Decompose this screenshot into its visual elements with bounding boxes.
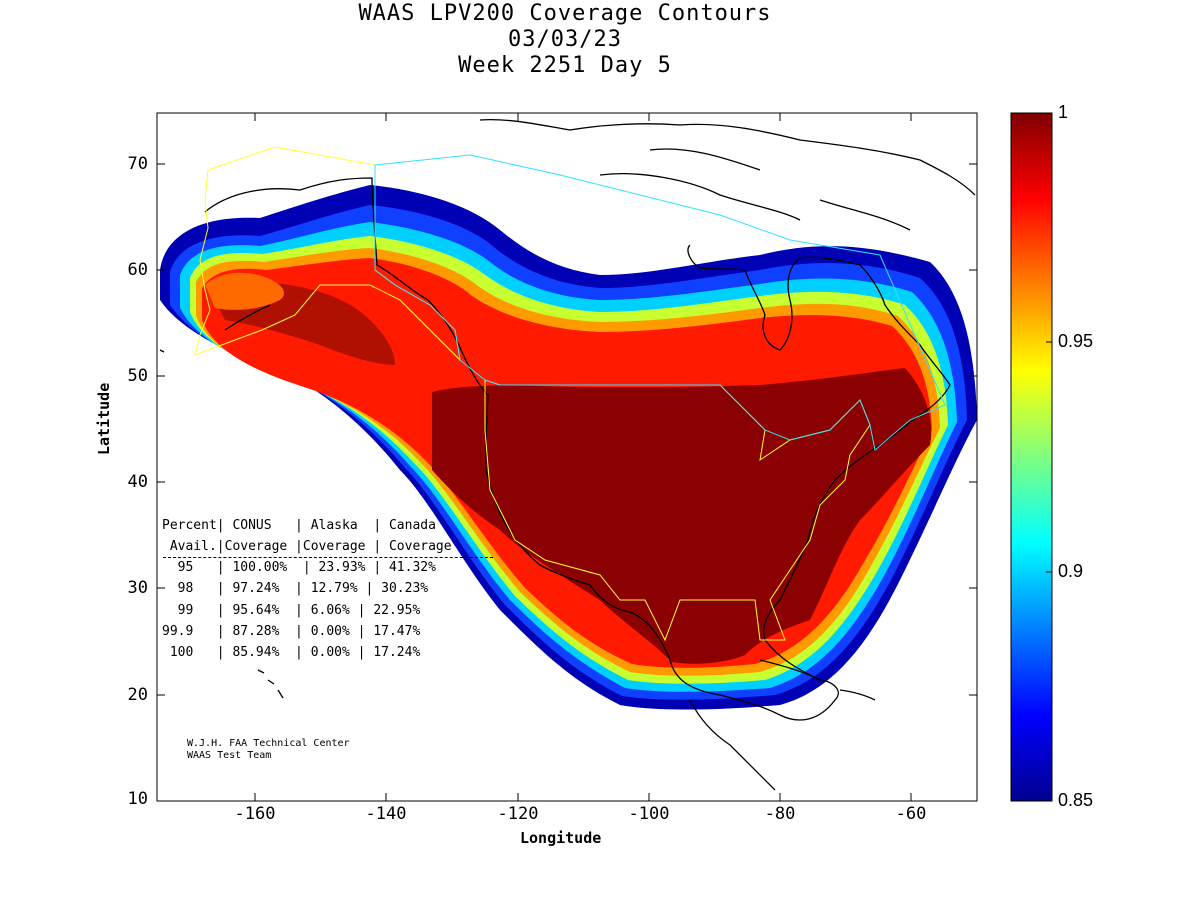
conus-boundary — [484, 379, 871, 642]
stats-table-row-95: 95 | 100.00% | 23.93% | 41.32% — [162, 560, 436, 575]
credit-line-1: W.J.H. FAA Technical Center — [187, 738, 350, 749]
coastline-islands — [599, 148, 911, 231]
contour-0.97-alaska — [205, 272, 284, 310]
coastline-north-america — [204, 177, 951, 721]
y-tick-30: 30 — [127, 578, 148, 598]
plot-frame — [156, 112, 978, 802]
x-tick-minus60: -60 — [895, 804, 927, 824]
y-tick-10: 10 — [127, 789, 148, 809]
coastline-caribbean — [759, 659, 876, 701]
y-tick-70: 70 — [127, 154, 148, 174]
colorbar-tick-0.85: 0.85 — [1058, 790, 1094, 810]
region-boundaries — [194, 146, 946, 642]
stats-table-header-2: Avail.|Coverage |Coverage | Coverage — [162, 539, 452, 554]
x-tick-minus160: -160 — [234, 804, 276, 824]
stats-table-row-99.9: 99.9 | 87.28% | 0.00% | 17.47% — [162, 624, 421, 639]
y-tick-60: 60 — [127, 260, 148, 280]
stats-table-row-99: 99 | 95.64% | 6.06% | 22.95% — [162, 603, 421, 618]
coverage-contours — [160, 185, 977, 710]
credit-line-2: WAAS Test Team — [187, 750, 272, 761]
axis-tick-marks — [157, 113, 977, 801]
y-tick-50: 50 — [127, 366, 148, 386]
coastline-central-america — [689, 699, 776, 791]
coastline-arctic — [479, 119, 976, 196]
x-tick-minus120: -120 — [497, 804, 539, 824]
coastlines — [159, 119, 976, 791]
chart-title: WAAS LPV200 Coverage Contours — [358, 1, 772, 26]
stats-table-row-98: 98 | 97.24% | 12.79% | 30.23% — [162, 581, 429, 596]
contour-1.00 — [432, 368, 932, 664]
stats-table-row-100: 100 | 85.94% | 0.00% | 17.24% — [162, 645, 421, 660]
y-axis-label: Latitude — [95, 382, 113, 455]
x-tick-minus100: -100 — [628, 804, 670, 824]
coastline-aleutians — [159, 304, 271, 353]
colorbar-tick-marks — [1046, 341, 1052, 573]
x-tick-minus140: -140 — [365, 804, 407, 824]
colorbar-tick-1: 1 — [1058, 102, 1069, 122]
canada-boundary — [374, 154, 946, 451]
coastline-hawaii — [257, 669, 284, 699]
colorbar-tick-0.95: 0.95 — [1058, 331, 1094, 351]
chart-week-day: Week 2251 Day 5 — [458, 53, 672, 78]
y-tick-20: 20 — [127, 685, 148, 705]
colorbar-tick-0.9: 0.9 — [1058, 561, 1084, 581]
stats-table-header-1: Percent| CONUS | Alaska | Canada — [162, 518, 436, 533]
x-tick-minus80: -80 — [764, 804, 796, 824]
colorbar — [1010, 112, 1053, 802]
chart-date: 03/03/23 — [508, 27, 622, 52]
stats-table-divider — [163, 557, 493, 558]
y-tick-40: 40 — [127, 472, 148, 492]
x-axis-label: Longitude — [520, 829, 602, 847]
